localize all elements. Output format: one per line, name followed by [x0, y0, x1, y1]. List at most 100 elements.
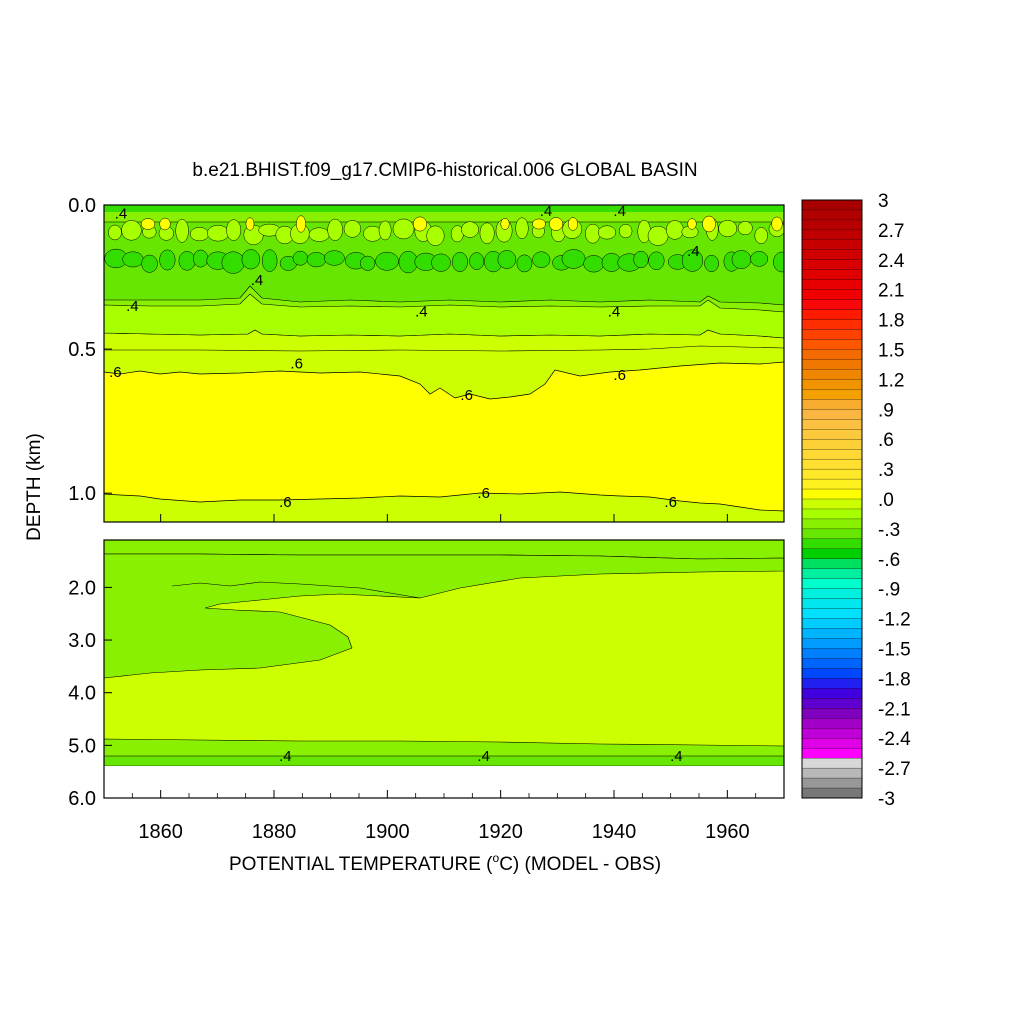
contour-label: .4 [540, 203, 553, 220]
colorbar-swatch [801, 568, 863, 580]
colorbar-swatch [801, 688, 863, 699]
contour-label: .6 [664, 494, 677, 511]
colorbar-swatch [801, 658, 863, 669]
colorbar-swatch [801, 199, 863, 211]
colorbar-swatch [801, 728, 863, 739]
subsurface-feature [292, 250, 309, 266]
colorbar-swatch [801, 508, 863, 520]
subsurface-feature [773, 251, 784, 273]
colorbar-swatch [801, 439, 863, 450]
colorbar-swatch [801, 409, 863, 420]
subsurface-feature [497, 250, 517, 269]
x-tick-label: 1920 [478, 821, 523, 843]
lower-panel [104, 540, 784, 798]
y-tick-label: 0.0 [68, 195, 96, 217]
surface-feature [461, 221, 479, 238]
y-tick-label: 4.0 [68, 683, 96, 705]
surface-feature [479, 222, 495, 244]
x-axis-label-tail: C) (MODEL - OBS) [499, 854, 661, 875]
colorbar-swatch [801, 349, 863, 360]
contour-label: .6 [109, 364, 122, 381]
surface-feature [426, 225, 445, 246]
colorbar-swatch [801, 648, 863, 659]
surface-feature-warm [548, 217, 564, 231]
contour-label: .4 [126, 298, 139, 315]
y-tick-label: 1.0 [68, 483, 96, 505]
subsurface-feature [178, 251, 196, 271]
surface-feature-warm [500, 218, 510, 230]
upper-fill-top-band [104, 205, 784, 212]
colorbar-swatch [801, 777, 863, 789]
colorbar-swatch [801, 219, 863, 231]
upper-frame [103, 204, 785, 523]
contour-label: .4 [608, 304, 621, 321]
surface-feature [226, 219, 242, 241]
surface-feature [585, 223, 601, 244]
surface-feature-warm [159, 217, 171, 231]
surface-feature [343, 220, 362, 238]
lower-fill-bottom-green [104, 755, 784, 767]
surface-feature-warm [567, 217, 579, 231]
colorbar-swatch [801, 498, 863, 510]
subsurface-feature [306, 252, 327, 268]
surface-feature [378, 220, 392, 241]
colorbar-swatch [801, 299, 863, 311]
contour-label: .4 [477, 748, 490, 765]
colorbar-swatch [801, 628, 863, 639]
colorbar-frame [801, 199, 863, 799]
colorbar-swatch [801, 478, 863, 490]
subsurface-feature [431, 253, 451, 272]
surface-feature-warm [532, 218, 546, 230]
y-tick-label: 2.0 [68, 577, 96, 599]
contour-label: .4 [279, 748, 292, 765]
colorbar-swatch [801, 588, 863, 600]
colorbar-swatch [801, 379, 863, 390]
colorbar-label: .3 [878, 460, 894, 481]
subsurface-feature [633, 250, 649, 269]
colorbar-swatch [801, 429, 863, 440]
surface-feature-warm [296, 215, 306, 233]
colorbar-label: 1.8 [878, 311, 904, 332]
x-axis-label-superscript: o [493, 851, 500, 865]
surface-feature-warm [413, 216, 427, 232]
lower-fill-green-tongue [104, 553, 784, 679]
colorbar-swatch [801, 329, 863, 340]
colorbar-swatch [801, 488, 863, 500]
contour-labels: .4 .4 .4 .4 .4 .4 .4 .4 .6 .6 .6 .6 .6 .6 .6 .4 .4 .4 [109, 203, 700, 765]
colorbar-swatch [801, 269, 863, 281]
colorbar-swatch [801, 738, 863, 749]
colorbar-swatch [801, 279, 863, 291]
subsurface-feature [451, 251, 468, 272]
subsurface-feature [681, 249, 704, 272]
subsurface-feature [532, 251, 551, 268]
colorbar-swatch [801, 518, 863, 530]
colorbar-swatch [801, 718, 863, 729]
colorbar-label: -.9 [878, 580, 900, 601]
subsurface-feature [648, 251, 665, 270]
surface-feature [718, 220, 738, 237]
surface-feature [515, 217, 529, 239]
colorbar-swatch [801, 289, 863, 301]
subsurface-feature [241, 249, 261, 270]
colorbar-swatch [801, 668, 863, 679]
colorbar-swatch [801, 708, 863, 719]
colorbar-label: .9 [878, 400, 894, 421]
subsurface-feature [159, 249, 176, 271]
colorbar-label: .0 [878, 490, 894, 511]
subsurface-feature [583, 255, 604, 273]
colorbar-label: -.3 [878, 520, 900, 541]
surface-feature [647, 225, 669, 246]
x-tick-label: 1940 [592, 821, 637, 843]
contour-label: .6 [279, 494, 292, 511]
colorbar-label: 1.2 [878, 370, 904, 391]
contour-label: .6 [460, 387, 473, 404]
upper-fill-yellowgreen-05 [104, 293, 784, 339]
surface-feature [618, 223, 633, 239]
colorbar-swatch [801, 458, 863, 470]
colorbar-swatch [801, 369, 863, 380]
colorbar-swatch [801, 399, 863, 410]
colorbar-swatch [801, 548, 863, 560]
subsurface-feature [375, 251, 399, 271]
colorbar-label: -1.5 [878, 640, 911, 661]
